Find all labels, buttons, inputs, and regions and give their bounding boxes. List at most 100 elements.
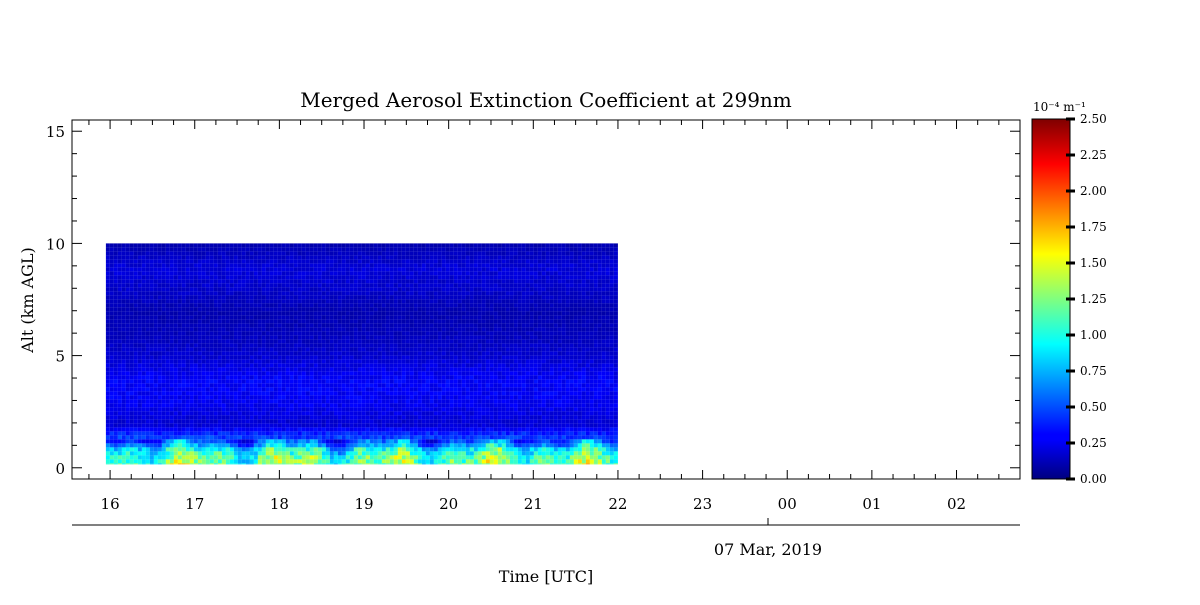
heatmap-cell <box>373 459 378 464</box>
heatmap-cell <box>129 311 134 316</box>
heatmap-cell <box>449 311 454 316</box>
heatmap-cell <box>173 355 178 360</box>
heatmap-cell <box>345 431 350 436</box>
heatmap-cell <box>329 395 334 400</box>
heatmap-cell <box>189 367 194 372</box>
heatmap-cell <box>217 283 222 288</box>
heatmap-cell <box>297 459 302 464</box>
heatmap-cell <box>285 455 290 460</box>
heatmap-cell <box>257 463 262 465</box>
heatmap-cell <box>417 455 422 460</box>
heatmap-cell <box>277 291 282 296</box>
heatmap-cell <box>305 319 310 324</box>
heatmap-cell <box>193 367 198 372</box>
heatmap-cell <box>445 307 450 312</box>
heatmap-cell <box>433 427 438 432</box>
heatmap-cell <box>197 319 202 324</box>
heatmap-cell <box>321 391 326 396</box>
heatmap-cell <box>373 375 378 380</box>
heatmap-cell <box>305 407 310 412</box>
heatmap-cell <box>337 431 342 436</box>
heatmap-cell <box>409 423 414 428</box>
heatmap-cell <box>285 275 290 280</box>
heatmap-cell <box>397 451 402 456</box>
heatmap-cell <box>161 255 166 260</box>
heatmap-cell <box>117 291 122 296</box>
heatmap-cell <box>413 247 418 252</box>
heatmap-cell <box>345 375 350 380</box>
heatmap-cell <box>181 275 186 280</box>
heatmap-cell <box>429 291 434 296</box>
heatmap-cell <box>449 463 454 465</box>
heatmap-cell <box>169 355 174 360</box>
heatmap-cell <box>265 299 270 304</box>
heatmap-cell <box>145 339 150 344</box>
heatmap-cell <box>353 315 358 320</box>
heatmap-cell <box>297 339 302 344</box>
heatmap-cell <box>233 247 238 252</box>
heatmap-cell <box>297 319 302 324</box>
heatmap-cell <box>421 287 426 292</box>
heatmap-cell <box>353 351 358 356</box>
heatmap-cell <box>417 311 422 316</box>
heatmap-cell <box>461 275 466 280</box>
heatmap-cell <box>409 287 414 292</box>
heatmap-cell <box>137 395 142 400</box>
heatmap-cell <box>413 391 418 396</box>
heatmap-cell <box>401 275 406 280</box>
heatmap-cell <box>189 459 194 464</box>
heatmap-cell <box>141 247 146 252</box>
heatmap-cell <box>325 411 330 416</box>
heatmap-cell <box>241 423 246 428</box>
heatmap-cell <box>397 319 402 324</box>
heatmap-cell <box>337 291 342 296</box>
heatmap-cell <box>153 331 158 336</box>
heatmap-cell <box>217 255 222 260</box>
heatmap-cell <box>325 363 330 368</box>
heatmap-cell <box>277 387 282 392</box>
heatmap-cell <box>121 335 126 340</box>
heatmap-cell <box>285 371 290 376</box>
heatmap-cell <box>425 395 430 400</box>
heatmap-cell <box>349 415 354 420</box>
heatmap-cell <box>229 295 234 300</box>
heatmap-cell <box>205 355 210 360</box>
heatmap-cell <box>241 367 246 372</box>
heatmap-cell <box>341 403 346 408</box>
heatmap-cell <box>301 283 306 288</box>
heatmap-cell <box>161 275 166 280</box>
heatmap-cell <box>369 347 374 352</box>
heatmap-cell <box>405 395 410 400</box>
heatmap-cell <box>221 243 226 248</box>
heatmap-cell <box>261 351 266 356</box>
heatmap-cell <box>305 375 310 380</box>
heatmap-cell <box>393 319 398 324</box>
heatmap-cell <box>393 367 398 372</box>
heatmap-cell <box>349 339 354 344</box>
heatmap-cell <box>437 419 442 424</box>
heatmap-cell <box>305 295 310 300</box>
heatmap-cell <box>341 459 346 464</box>
heatmap-cell <box>217 303 222 308</box>
heatmap-cell <box>433 431 438 436</box>
heatmap-cell <box>185 423 190 428</box>
heatmap-cell <box>213 255 218 260</box>
heatmap-cell <box>389 443 394 448</box>
heatmap-cell <box>437 299 442 304</box>
heatmap-cell <box>365 431 370 436</box>
heatmap-cell <box>145 407 150 412</box>
heatmap-cell <box>397 415 402 420</box>
heatmap-cell <box>341 363 346 368</box>
heatmap-cell <box>441 359 446 364</box>
heatmap-cell <box>437 459 442 464</box>
heatmap-cell <box>241 287 246 292</box>
heatmap-cell <box>385 419 390 424</box>
heatmap-cell <box>409 403 414 408</box>
heatmap-cell <box>129 287 134 292</box>
heatmap-cell <box>229 351 234 356</box>
heatmap-cell <box>189 279 194 284</box>
heatmap-cell <box>373 315 378 320</box>
heatmap-cell <box>405 263 410 268</box>
heatmap-cell <box>149 419 154 424</box>
heatmap-cell <box>141 319 146 324</box>
